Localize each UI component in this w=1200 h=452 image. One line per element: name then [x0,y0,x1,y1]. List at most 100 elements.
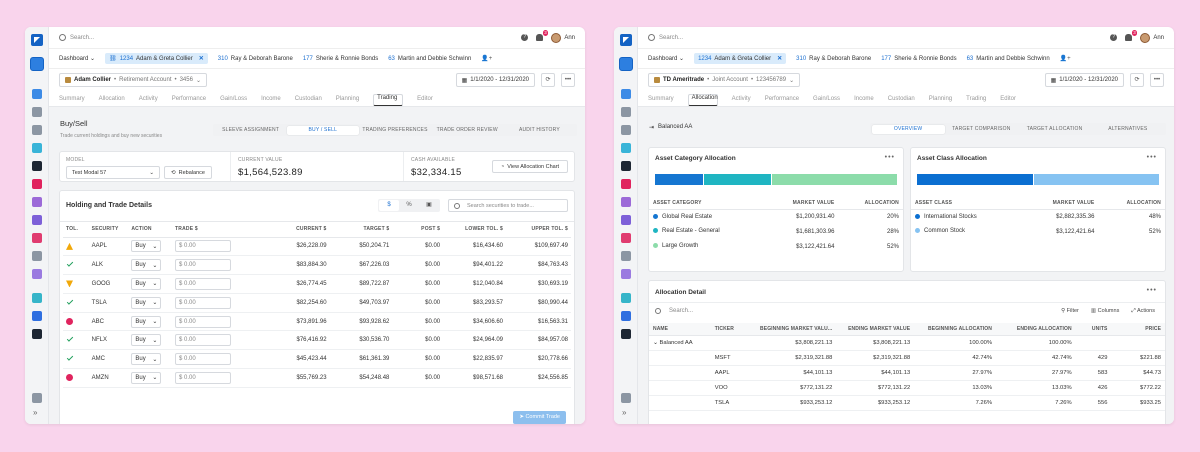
tab-custodian[interactable]: Custodian [294,96,322,102]
ticker-link[interactable]: AAPL [710,365,753,381]
column-header[interactable]: PRICE [1111,323,1165,336]
global-search[interactable]: Search... [70,34,95,41]
column-header[interactable]: TARGET $ [329,222,393,238]
more-icon[interactable]: ••• [561,73,575,87]
dollar-toggle[interactable]: $ [379,200,399,211]
action-select[interactable]: Buy ⌄ [131,334,162,347]
column-header[interactable]: POST $ [392,222,444,238]
action-select[interactable]: Buy ⌄ [131,296,162,309]
client-chip[interactable]: 63 Martin and Debbie Schwinn [967,56,1050,62]
app-logo[interactable] [31,34,43,46]
tab-performance[interactable]: Performance [171,96,207,102]
model-select[interactable]: Test Modal 57 ⌄ [66,166,160,179]
action-select[interactable]: Buy ⌄ [131,277,162,290]
globe-icon[interactable] [32,89,42,99]
allocation-tab[interactable]: OVERVIEW [871,124,945,134]
tab-performance[interactable]: Performance [764,96,800,102]
column-header[interactable]: NAME [649,323,711,336]
column-header[interactable]: UPPER TOL. $ [506,222,571,238]
refresh-icon[interactable]: ⟳ [541,73,555,87]
archive-icon[interactable] [621,251,631,261]
column-header[interactable]: ALLOCATION [838,197,903,210]
detail-search-input[interactable]: Search... [655,308,693,314]
client-chip[interactable]: 1234 Adam & Greta Collier ✕ [694,53,787,64]
table-row[interactable]: AAPL Buy ⌄ $ 0.00 $26,228.09 $50,204.71 $0.00 $… [63,237,571,257]
home-icon[interactable] [621,311,631,321]
folder-icon[interactable] [32,197,42,207]
columns-button[interactable]: ▥ Columns [1091,308,1119,315]
document-icon[interactable] [32,179,42,189]
table-row[interactable]: NFLX Buy ⌄ $ 0.00 $76,416.92 $30,536.70 $0.00 $… [63,330,571,351]
trade-input[interactable]: $ 0.00 [175,334,232,347]
trade-input[interactable]: $ 0.00 [175,259,232,272]
shares-icon[interactable]: ▣ [426,202,432,208]
table-row[interactable]: GOOG Buy ⌄ $ 0.00 $26,774.45 $89,722.87 $0.00 $… [63,274,571,294]
more-icon[interactable]: ••• [884,154,895,161]
security-search-input[interactable]: Search securities to trade... [448,199,568,212]
client-chip[interactable]: 310 Ray & Deborah Barone [796,56,871,62]
tab-trading[interactable]: Trading [373,94,404,106]
archive-icon[interactable] [32,251,42,261]
expand-icon[interactable]: » [33,408,38,417]
trade-input[interactable]: $ 0.00 [175,353,232,366]
column-header[interactable]: MARKET VALUE [1020,197,1099,210]
percent-toggle[interactable]: % [406,202,412,208]
action-select[interactable]: Buy ⌄ [131,353,162,366]
report-icon[interactable] [32,293,42,303]
grid-icon[interactable] [30,57,44,71]
more-icon[interactable]: ••• [1150,73,1164,87]
client-chip[interactable]: 63 Martin and Debbie Schwinn [388,56,471,62]
book-icon[interactable] [621,107,631,117]
table-row[interactable]: TSLA Buy ⌄ $ 0.00 $82,254.60 $49,703.97 $0.00 $… [63,293,571,313]
table-row[interactable]: TSLA $933,253.12 $933,253.12 7.26% 7.26% 556 $… [649,395,1165,411]
client-chip[interactable]: 177 Sherie & Ronnie Bonds [881,56,956,62]
allocation-tab[interactable]: TARGET ALLOCATION [1026,125,1083,132]
column-header[interactable]: SECURITY [88,222,129,238]
column-header[interactable]: BEGINNING ALLOCATION [914,323,996,336]
global-search[interactable]: Search... [659,34,684,41]
chart-icon[interactable] [621,161,631,171]
trade-input[interactable]: $ 0.00 [175,296,232,309]
tab-summary[interactable]: Summary [59,96,85,102]
column-header[interactable]: MARKET VALUE [762,197,839,210]
tab-activity[interactable]: Activity [138,96,158,102]
calendar-icon[interactable] [32,125,42,135]
avatar[interactable] [1140,32,1151,43]
calendar-icon[interactable] [621,125,631,135]
actions-button[interactable]: ⤢ Actions [1131,308,1155,315]
settings-icon[interactable] [621,393,631,403]
list-icon[interactable] [621,215,631,225]
ticker-link[interactable]: VOO [710,380,753,396]
table-row[interactable]: Real Estate - General $1,681,303.96 28% [649,224,903,239]
people-icon[interactable] [32,269,42,279]
ticker-link[interactable]: TSLA [710,395,753,411]
tab-editor[interactable]: Editor [1000,96,1016,102]
terminal-icon[interactable] [621,329,631,339]
tab-activity[interactable]: Activity [731,96,751,102]
column-header[interactable]: UNITS [1075,323,1112,336]
action-select[interactable]: Buy ⌄ [131,371,162,384]
account-selector[interactable]: Adam Collier • Retirement Account • 3456 ⌄ [59,73,207,87]
table-row[interactable]: Large Growth $3,122,421.64 52% [649,239,903,254]
table-row[interactable]: AAPL $44,101.13 $44,101.13 27.97% 27.97% 583 $… [649,365,1165,381]
search-doc-icon[interactable] [32,233,42,243]
action-select[interactable]: Buy ⌄ [131,259,162,272]
globe-icon[interactable] [621,89,631,99]
table-row[interactable]: International Stocks $2,882,335.36 48% [911,209,1165,224]
list-icon[interactable] [32,215,42,225]
tab-income[interactable]: Income [854,96,874,102]
trade-input[interactable]: $ 0.00 [175,371,232,384]
table-row[interactable]: MSFT $2,319,321.88 $2,319,321.88 42.74% 42.7… [649,350,1165,366]
book-icon[interactable] [32,107,42,117]
column-header[interactable]: TOL. [63,222,89,238]
table-row[interactable]: Common Stock $3,122,421.64 52% [911,224,1165,239]
trade-input[interactable]: $ 0.00 [175,315,232,328]
column-header[interactable]: ENDING ALLOCATION [996,323,1076,336]
avatar[interactable] [551,32,562,43]
column-header[interactable]: BEGINNING MARKET VALU... [752,323,837,336]
date-range[interactable]: ▦ 1/1/2020 - 12/31/2020 [1044,73,1124,87]
expand-icon[interactable]: » [622,408,627,417]
account-selector[interactable]: TD Ameritrade • Joint Account • 123456789 ⌄ [648,73,801,87]
tab-custodian[interactable]: Custodian [887,96,915,102]
trade-input[interactable]: $ 0.00 [175,277,232,290]
